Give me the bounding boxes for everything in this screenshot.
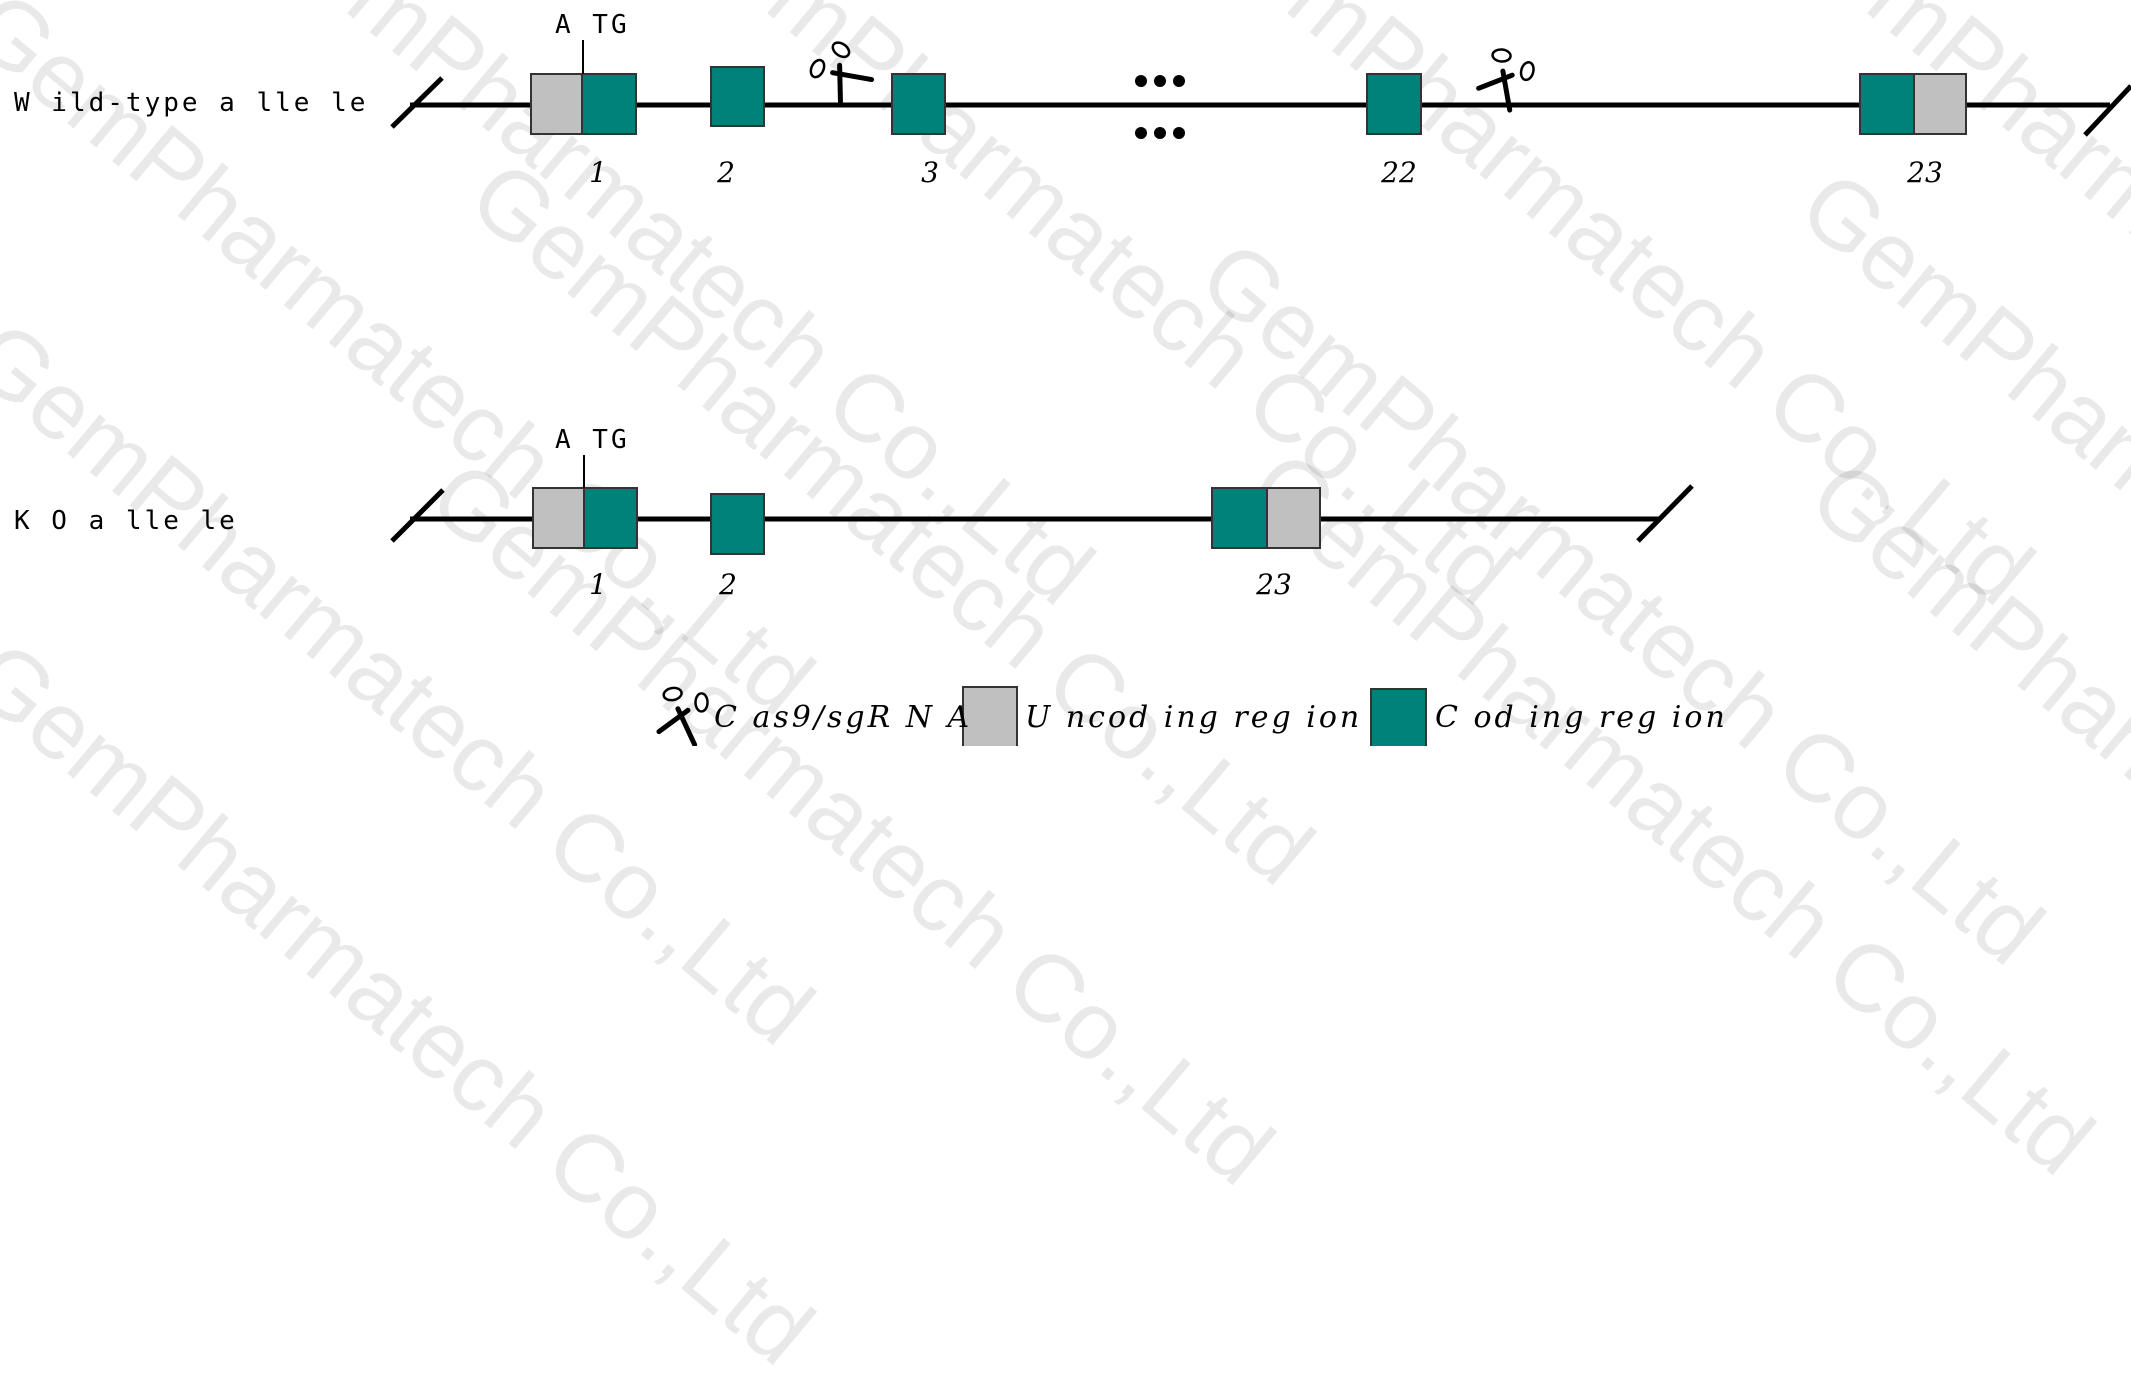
exon-number: 1: [589, 156, 607, 189]
coding-block: [1211, 487, 1268, 549]
atg-label: A TG: [555, 425, 630, 455]
legend-coding-swatch: [1370, 688, 1427, 746]
wildtype-allele-track: [390, 36, 2131, 139]
legend-uncoding-label: U ncod ing reg ion: [1025, 700, 1363, 735]
legend-coding-label: C od ing reg ion: [1435, 700, 1728, 735]
legend-cas9-label: C as9/sgR N A: [714, 700, 973, 735]
uncoding-block: [532, 487, 585, 549]
exon-1: [530, 40, 637, 135]
ellipsis-icon: [1135, 75, 1185, 139]
scissors-icon: [1470, 39, 1541, 110]
uncoding-block: [1266, 487, 1321, 549]
scissors-icon: [801, 36, 872, 107]
coding-block: [581, 73, 637, 135]
break-mark: [390, 76, 444, 129]
exon-number: 2: [717, 156, 735, 189]
exon-number: 23: [1907, 156, 1943, 189]
legend-uncoding-swatch: [962, 686, 1018, 746]
exon-23: [1859, 73, 1967, 135]
scissors-icon: [649, 679, 713, 745]
diagram-canvas: [390, 0, 2131, 746]
wildtype-allele-label: W ild-type a lle le: [14, 88, 369, 118]
exon-number: 22: [1381, 156, 1417, 189]
break-mark: [390, 488, 445, 543]
ko-allele-label: K O a lle le: [14, 506, 238, 536]
exon-number: 3: [921, 156, 939, 189]
exon-23: [1211, 487, 1321, 549]
exon-number: 23: [1256, 568, 1292, 601]
exon-22: [1366, 73, 1422, 135]
uncoding-block: [530, 73, 583, 135]
atg-label: A TG: [555, 10, 630, 40]
exon-2: [710, 493, 765, 555]
legend: [649, 679, 1427, 746]
break-mark: [2083, 84, 2131, 137]
exon-number: 2: [719, 568, 737, 601]
exon-2: [710, 66, 765, 127]
coding-block: [583, 487, 638, 549]
uncoding-block: [1913, 73, 1967, 135]
exon-1: [532, 455, 638, 549]
exon-number: 1: [589, 568, 607, 601]
break-mark: [1636, 484, 1694, 543]
exon-3: [891, 73, 946, 135]
ko-allele-track: [390, 455, 1694, 555]
coding-block: [1859, 73, 1915, 135]
